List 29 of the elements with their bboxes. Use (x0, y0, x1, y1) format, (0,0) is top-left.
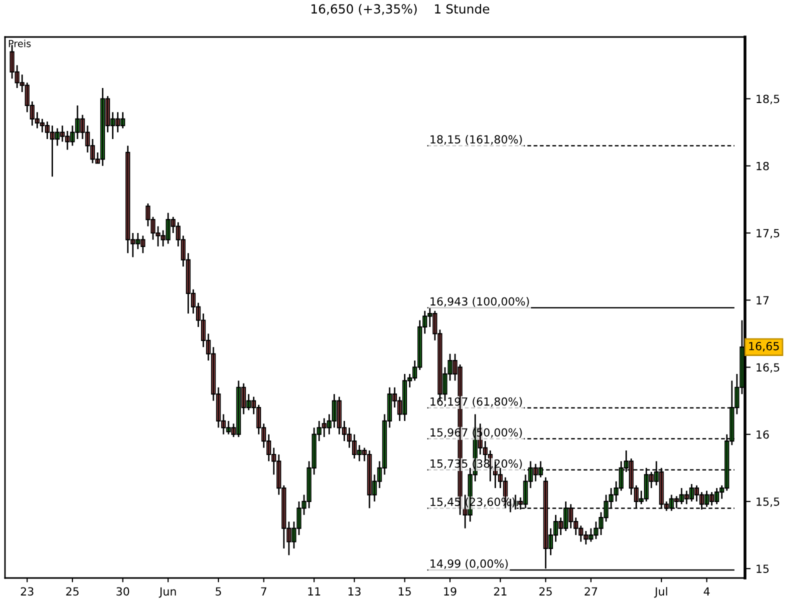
x-tick-label: 7 (261, 587, 266, 596)
y-tick-label: 16 (756, 430, 769, 439)
y-tick-label: 15 (756, 564, 769, 573)
y-tick-label: 18,5 (756, 94, 780, 104)
annotation: 16,65 (749, 342, 779, 352)
x-tick-label: 4 (704, 587, 710, 596)
y-axis-title: Preis (8, 40, 31, 48)
y-tick-label: 17,5 (756, 229, 780, 239)
x-tick-label: 25 (66, 587, 79, 596)
ref-line-label: 18,15 (161,80%) (430, 134, 522, 145)
ref-line-label: 16,943 (100,00%) (430, 297, 529, 307)
x-tick-label: 11 (308, 587, 320, 596)
x-tick-label: 19 (444, 587, 456, 596)
x-tick-label: 23 (20, 587, 34, 596)
x-tick-label: 25 (539, 587, 552, 596)
chart-title: 16,650 (+3,35%) 1 Stunde (311, 4, 490, 16)
x-tick-label: 30 (116, 587, 130, 596)
y-tick-label: 18 (756, 162, 769, 170)
y-tick-label: 17 (756, 296, 769, 304)
x-tick-label: Jun (158, 587, 176, 598)
x-tick-label: 15 (398, 587, 411, 596)
x-tick-label: 5 (216, 587, 222, 596)
y-tick-label: 16,5 (756, 363, 780, 373)
x-tick-label: 27 (584, 587, 598, 596)
y-tick-label: 15,5 (756, 498, 780, 507)
x-tick-label: Jul (654, 587, 668, 598)
x-tick-label: 21 (494, 587, 506, 596)
x-tick-label: 13 (348, 587, 361, 596)
ref-line-label: 14,99 (0,00%) (430, 559, 508, 570)
